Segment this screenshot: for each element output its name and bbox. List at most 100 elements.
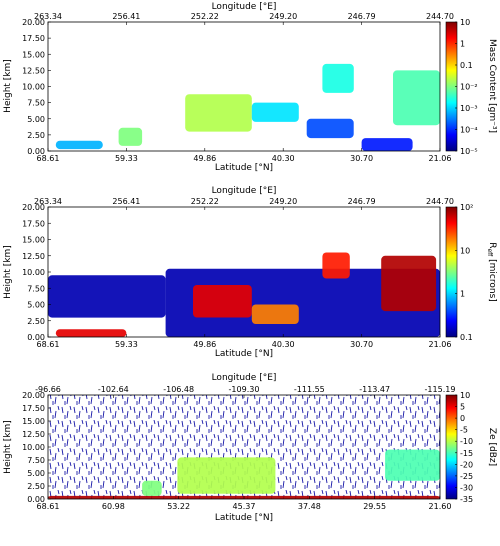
panel-1-plot-frame [47, 21, 441, 152]
panel-1-regions [55, 63, 440, 151]
panel-1-xtick-label: 40.30 [272, 154, 295, 163]
panel-1-xtick-label: 68.61 [37, 154, 60, 163]
panel-3-regions [48, 449, 440, 499]
panel-1-region-7 [393, 70, 440, 126]
panel-1-ytick-label: 2.50 [27, 131, 45, 140]
panel-2-ytick-label: 15.00 [22, 236, 45, 245]
panel-2-region-2 [55, 329, 127, 337]
panel-3-colorbar [445, 394, 458, 500]
panel-3-xlabel: Latitude [°N] [215, 513, 273, 523]
panel-1-ytick-label: 7.50 [27, 99, 45, 108]
panel-1-colorbar-tick-label: 10⁻² [460, 83, 478, 92]
panel-2-xtick-label: 21.06 [429, 340, 452, 349]
panel-1-colorbar-tick-label: 10⁻⁵ [460, 147, 478, 156]
panel-1-top-axis-label: Longitude [°E] [212, 2, 277, 12]
panel-1-ytick-label: 15.00 [22, 50, 45, 59]
panel-1-colorbar-tick-label: 10 [460, 18, 470, 27]
panel-2-xtick-label: 40.30 [272, 340, 295, 349]
panel-3-ytick-label: 17.50 [22, 404, 45, 413]
panel-1-colorbar-tick-label: 10⁻³ [460, 104, 478, 113]
panel-2-region-0 [48, 275, 166, 318]
panel-2-colorbar-tick-label: 1 [460, 290, 465, 299]
panel-2-colorbar-tick-label: 0.1 [460, 333, 473, 342]
panel-1-xtick-label: 21.06 [429, 154, 452, 163]
panel-2-colorbar-tick-label: 10² [460, 203, 473, 212]
panel-1-colorbar-label: Mass Content [gm⁻³] [487, 39, 497, 133]
panel-1-top-tick-label: 249.20 [269, 12, 297, 21]
panel-1-colorbar-tick-label: 1 [460, 40, 465, 49]
panel-3-ytick-label: 2.50 [27, 482, 45, 491]
panel-1-region-3 [251, 102, 299, 122]
panel-3-colorbar-tick-label: -5 [460, 426, 468, 435]
panel-3-region-3 [385, 449, 440, 481]
panel-1-xlabel: Latitude [°N] [215, 163, 273, 173]
panel-1-region-2 [185, 94, 252, 132]
panel-3-ylabel: Height [km] [3, 420, 13, 474]
panel-2-region-6 [381, 255, 437, 312]
panel-3-colorbar-tick-label: -10 [460, 437, 473, 446]
panel-3-colorbar-tick-label: 0 [460, 414, 465, 423]
panel-1-xtick-label: 49.86 [193, 154, 216, 163]
panel-3-top-axis-label: Longitude [°E] [212, 373, 277, 383]
panel-3: Longitude [°E] Latitude [°N] Height [km]… [3, 373, 497, 523]
panel-2-colorbar-label: Reff [microns] [486, 242, 497, 302]
panel-3-ytick-label: 7.50 [27, 456, 45, 465]
panel-3-colorbar-tick-label: 5 [460, 403, 465, 412]
panel-1-ytick-label: 20.00 [22, 18, 45, 27]
panel-3-ytick-label: 5.00 [27, 469, 45, 478]
panel-3-top-tick-label: -111.55 [294, 385, 325, 394]
panel-3-xtick-label: 60.98 [102, 502, 125, 511]
panel-3-ytick-label: 0.00 [27, 495, 45, 504]
panel-1-xtick-label: 30.70 [350, 154, 373, 163]
panel-2-ytick-label: 20.00 [22, 203, 45, 212]
panel-3-xtick-label: 45.37 [233, 502, 256, 511]
panel-3-colorbar-tick-label: -25 [460, 472, 473, 481]
panel-1-top-tick-label: 256.41 [112, 12, 140, 21]
panel-1-colorbar-tick-label: 10⁻⁴ [460, 126, 478, 135]
panel-3-xtick-label: 37.48 [298, 502, 321, 511]
panel-2-xtick-label: 30.70 [350, 340, 373, 349]
panel-1-region-4 [306, 118, 354, 139]
panel-1-top-tick-label: 263.34 [34, 12, 62, 21]
panel-3-top-tick-label: -106.48 [163, 385, 194, 394]
panel-2-ytick-label: 7.50 [27, 284, 45, 293]
panel-3-colorbar-tick-label: -15 [460, 449, 473, 458]
panel-3-top-tick-label: -115.19 [425, 385, 456, 394]
panel-3-top-tick-label: -113.47 [359, 385, 390, 394]
tick-labels: 0.002.505.007.5010.0012.5015.0017.5020.0… [22, 12, 478, 511]
panel-2-top-tick-label: 244.70 [426, 197, 454, 206]
panel-2-colorbar [445, 206, 458, 338]
panel-3-xtick-label: 68.61 [37, 502, 60, 511]
panel-3-colorbar-tick-label: -35 [460, 495, 473, 504]
panel-1-ytick-label: 5.00 [27, 115, 45, 124]
panel-3-colorbar-label: Ze [dBz] [487, 428, 497, 466]
panel-2-top-tick-label: 249.20 [269, 197, 297, 206]
panel-3-region-1 [142, 480, 162, 496]
panel-1-xtick-label: 59.33 [115, 154, 138, 163]
panel-2-ylabel: Height [km] [3, 245, 13, 299]
panel-1-ylabel: Height [km] [3, 59, 13, 113]
panel-3-region-2 [177, 457, 276, 494]
panel-2-top-tick-label: 246.79 [348, 197, 376, 206]
panel-3-ytick-label: 15.00 [22, 417, 45, 426]
panel-3-top-tick-label: -102.64 [98, 385, 129, 394]
panel-2-top-tick-label: 263.34 [34, 197, 62, 206]
panel-2-colorbar-tick-label: 10 [460, 246, 470, 255]
panel-1-ytick-label: 0.00 [27, 147, 45, 156]
panel-1-region-6 [361, 138, 413, 151]
panel-1-top-tick-label: 246.79 [348, 12, 376, 21]
panel-2-region-4 [251, 304, 299, 324]
panel-2-top-axis-label: Longitude [°E] [212, 186, 277, 196]
panel-2-regions [48, 252, 440, 338]
panel-2-xtick-label: 49.86 [193, 340, 216, 349]
panel-2-ytick-label: 17.50 [22, 219, 45, 228]
panel-2-ytick-label: 5.00 [27, 301, 45, 310]
panel-2-ytick-label: 0.00 [27, 333, 45, 342]
panel-3-colorbar-tick-label: 10 [460, 391, 470, 400]
panel-3-top-tick-label: -109.30 [229, 385, 260, 394]
panel-1-top-tick-label: 244.70 [426, 12, 454, 21]
panel-3-top-tick-label: -96.66 [35, 385, 61, 394]
panel-2-ytick-label: 10.00 [22, 268, 45, 277]
panel-1-ytick-label: 12.50 [22, 66, 45, 75]
